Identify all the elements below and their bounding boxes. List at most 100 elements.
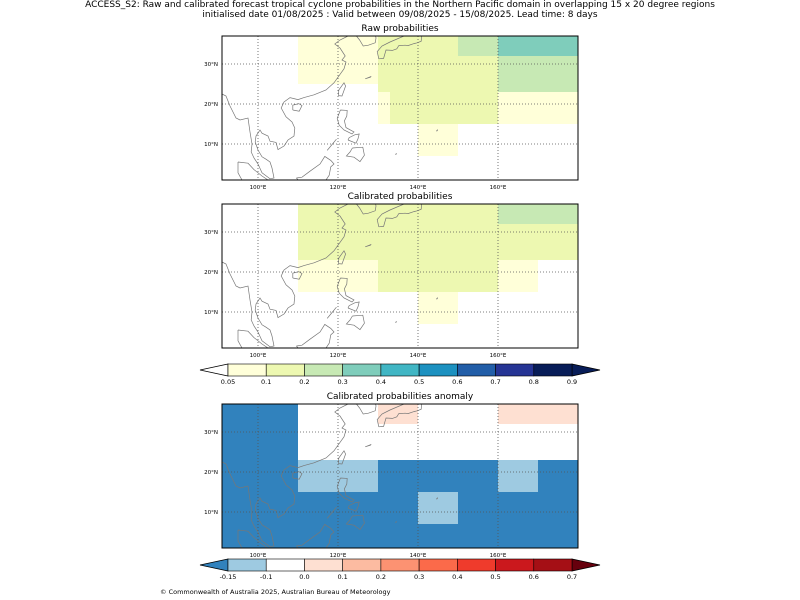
coastline [292,103,303,112]
coastline [356,36,377,47]
probability-colorbar-swatch [495,363,535,377]
anomaly-colorbar-tick-label: 0.3 [414,573,424,581]
anomaly-colorbar-tick-label: 0.4 [452,573,462,581]
probability-colorbar-tick-label: 0.5 [414,378,424,386]
coastline [395,321,397,324]
coastline [347,133,360,144]
coastline [376,404,422,428]
coastline [222,404,349,548]
anomaly-colorbar-swatch [227,558,267,572]
anomaly-colorbar-tick-label: 0.6 [529,573,539,581]
map-frame [221,403,579,549]
anomaly-colorbar-swatch [418,558,458,572]
anomaly-colorbar-over-arrow [571,558,601,572]
probability-cell [378,260,498,292]
anomaly-colorbar-tick-label: -0.15 [220,573,237,581]
coastline [292,471,303,480]
probability-colorbar-tick-label: 0.3 [337,378,347,386]
coastline [336,277,355,303]
anomaly-colorbar-tick-label: 0.2 [376,573,386,581]
figure-title-line2: initialised date 01/08/2025 : Valid betw… [202,10,598,20]
probability-colorbar-swatch [342,363,382,377]
longitude-tick-label: 100°E [250,353,267,359]
raw-probabilities-map: 100°E 120°E 140°E 160°E 10°N 20°N 30°N [204,35,579,191]
probability-colorbar-tick-label: 0.1 [261,378,271,386]
anomaly-colorbar-under-arrow [199,558,229,572]
probability-colorbar-swatch [227,363,267,377]
latitude-tick-label: 30°N [204,230,218,236]
anomaly-panel-title: Calibrated probabilities anomaly [326,392,474,402]
longitude-tick-label: 140°E [410,553,427,559]
anomaly-colorbar: -0.15 -0.1 0.0 0.1 0.2 0.3 0.4 0.5 0.6 0.7 [199,558,601,581]
coastline [436,497,438,500]
longitude-tick-label: 120°E [330,353,347,359]
longitude-tick-label: 100°E [250,553,267,559]
probability-colorbar-tick-label: 0.7 [490,378,500,386]
anomaly-colorbar-swatch [495,558,535,572]
anomaly-colorbar-tick-label: 0.0 [299,573,309,581]
calibrated-panel-title: Calibrated probabilities [347,192,453,202]
coastline [338,82,346,97]
coastline [222,204,349,348]
coastline [237,329,269,348]
probability-cell [418,292,458,324]
probability-colorbar-swatch [457,363,496,377]
coastline [296,523,335,548]
probability-cell [298,204,498,260]
coastline [436,297,438,300]
probability-colorbar-tick-label: 0.9 [567,378,577,386]
coastline [436,129,438,132]
coastline [292,271,303,280]
probability-cell [498,460,538,492]
coastline [345,514,365,531]
probability-cell [498,404,578,424]
longitude-tick-label: 100°E [250,185,267,191]
probability-colorbar-tick-label: 0.05 [221,378,235,386]
coastline [376,204,422,228]
anomaly-colorbar-tick-label: 0.5 [490,573,500,581]
anomaly-colorbar-tick-label: 0.7 [567,573,577,581]
probability-colorbar-tick-label: 0.8 [529,378,539,386]
coastline [395,153,397,156]
probability-colorbar-tick-label: 0.4 [376,378,386,386]
probability-cell [498,92,578,124]
coastline [365,244,372,248]
probability-cell [418,124,458,156]
probability-cell [498,56,578,92]
longitude-tick-label: 140°E [410,353,427,359]
coastline [365,76,372,80]
coastline [222,36,349,180]
probability-colorbar-tick-label: 0.2 [299,378,309,386]
coastline [395,521,397,524]
coastline [326,506,337,519]
probability-cell [498,224,578,260]
coastline [296,155,335,180]
probability-cell [538,460,578,492]
latitude-tick-label: 10°N [204,310,218,316]
longitude-tick-label: 120°E [330,553,347,559]
coastline [345,146,365,163]
coastline [336,477,355,503]
latitude-tick-label: 30°N [204,430,218,436]
probability-colorbar-over-arrow [571,363,601,377]
probability-colorbar: 0.05 0.1 0.2 0.3 0.4 0.5 0.6 0.7 0.8 0.9 [199,363,601,386]
latitude-tick-label: 10°N [204,142,218,148]
latitude-tick-label: 10°N [204,510,218,516]
probability-cell [378,460,498,492]
longitude-tick-label: 160°E [490,553,507,559]
longitude-tick-label: 140°E [410,185,427,191]
latitude-tick-label: 20°N [204,470,218,476]
coastline [326,138,337,151]
probability-cell [418,492,458,524]
latitude-tick-label: 30°N [204,62,218,68]
coastline [237,529,269,548]
longitude-tick-label: 160°E [490,353,507,359]
probability-colorbar-tick-label: 0.6 [452,378,462,386]
probability-cell [498,36,578,56]
longitude-tick-label: 120°E [330,185,347,191]
coastline [356,404,377,415]
coastline [237,161,269,180]
probability-colorbar-under-arrow [199,363,229,377]
probability-cell [458,36,498,56]
coastline [365,444,372,448]
